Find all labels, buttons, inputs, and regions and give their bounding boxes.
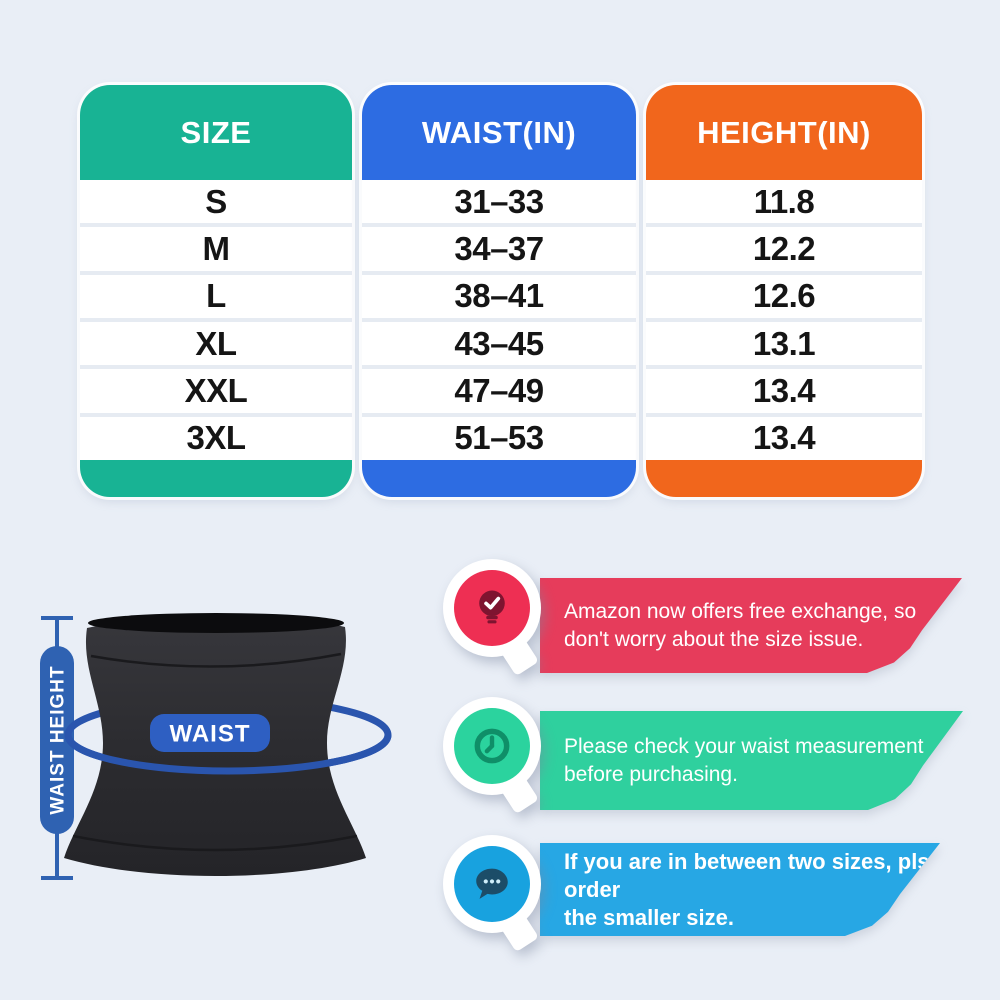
height-cell: 12.6 [646,270,922,318]
size-column: SIZE S M L XL XXL 3XL [80,85,352,497]
waist-cell: 34–37 [362,223,636,270]
callout-text-line: Amazon now offers free exchange, so [564,599,917,623]
size-cell: L [80,270,352,318]
callout-measure-badge [443,697,541,795]
height-dimension-label: WAIST HEIGHT [48,665,69,814]
size-cell: S [205,182,227,220]
callout-text-line: If you are in between two sizes, pls ord… [564,848,930,902]
callout-exchange-badge [443,559,541,657]
clock-icon [454,708,530,784]
chat-bubble-icon [454,846,530,922]
height-column: HEIGHT(IN) 11.8 12.2 12.6 13.1 13.4 13.4 [646,85,922,497]
size-column-footer [80,460,352,497]
waist-label-text: WAIST [170,721,251,748]
height-cell: 13.1 [646,317,922,365]
callout-exchange-banner: Amazon now offers free exchange, so don'… [540,578,962,673]
height-cell: 13.4 [646,365,922,412]
height-label-capsule [40,646,74,834]
lightbulb-check-icon [454,570,530,646]
size-cell: XXL [80,365,352,412]
waist-column-body: 31–33 34–37 38–41 43–45 47–49 51–53 [362,180,636,460]
waist-column: WAIST(IN) 31–33 34–37 38–41 43–45 47–49 … [362,85,636,497]
waist-band-label: WAIST [150,714,270,752]
size-cell: 3XL [80,412,352,460]
height-column-footer [646,460,922,497]
waist-cell: 38–41 [362,270,636,318]
callout-between-sizes: If you are in between two sizes, pls ord… [540,843,940,936]
callout-text-line: don't worry about the size issue. [564,627,864,651]
waist-cell: 43–45 [362,317,636,365]
height-cell: 12.2 [646,223,922,270]
callout-text-line: Please check your waist measurement [564,734,924,758]
height-cell: 13.4 [646,412,922,460]
waist-column-header: WAIST(IN) [362,85,636,180]
height-dimension: WAIST HEIGHT [40,616,74,880]
waist-trainer-diagram: WAIST HEIGHT WAIST [40,613,392,880]
size-cell: M [80,223,352,270]
corset-top-opening [88,613,344,633]
size-column-header: SIZE [80,85,352,180]
callout-exchange: Amazon now offers free exchange, so don'… [540,578,962,673]
height-cell: 11.8 [753,182,815,220]
height-column-header: HEIGHT(IN) [646,85,922,180]
waist-measure-ellipse-front [64,734,392,775]
callout-measure-banner: Please check your waist measurement befo… [540,711,963,810]
height-column-body: 11.8 12.2 12.6 13.1 13.4 13.4 [646,180,922,460]
size-column-body: S M L XL XXL 3XL [80,180,352,460]
waist-column-footer [362,460,636,497]
waist-cell: 47–49 [362,365,636,412]
callout-between-sizes-banner: If you are in between two sizes, pls ord… [540,843,940,936]
callout-text-line: the smaller size. [564,904,734,930]
waist-cell: 51–53 [362,412,636,460]
callout-between-sizes-badge [443,835,541,933]
waist-cell: 31–33 [454,182,544,220]
callout-text-line: before purchasing. [564,762,738,786]
callout-measure: Please check your waist measurement befo… [540,711,963,810]
size-cell: XL [80,317,352,365]
